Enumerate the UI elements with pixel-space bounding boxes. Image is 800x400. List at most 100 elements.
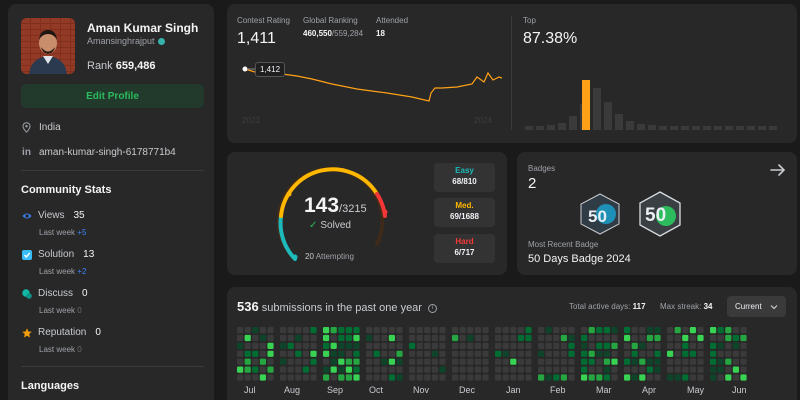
heatmap-cell[interactable] <box>409 327 416 334</box>
heatmap-cell[interactable] <box>603 334 610 342</box>
heatmap-cell[interactable] <box>459 358 466 365</box>
heatmap-cell[interactable] <box>654 327 661 334</box>
heatmap-cell[interactable] <box>639 350 646 357</box>
heatmap-cell[interactable] <box>689 327 696 334</box>
heatmap-cell[interactable] <box>525 327 532 334</box>
heatmap-cell[interactable] <box>611 374 618 381</box>
heatmap-cell[interactable] <box>353 327 360 334</box>
heatmap-cell[interactable] <box>366 334 373 342</box>
heatmap-cell[interactable] <box>646 334 653 342</box>
heatmap-cell[interactable] <box>482 366 489 373</box>
heatmap-cell[interactable] <box>560 342 567 349</box>
heatmap-cell[interactable] <box>588 334 595 342</box>
linkedin-row[interactable]: in aman-kumar-singh-6178771b4 <box>22 147 176 158</box>
heatmap-cell[interactable] <box>388 327 395 334</box>
heatmap-cell[interactable] <box>302 342 309 349</box>
heatmap-cell[interactable] <box>353 366 360 373</box>
heatmap-cell[interactable] <box>409 342 416 349</box>
heatmap-cell[interactable] <box>697 342 704 349</box>
heatmap-cell[interactable] <box>439 350 446 357</box>
heatmap-cell[interactable] <box>710 342 717 349</box>
heatmap-cell[interactable] <box>252 366 259 373</box>
heatmap-cell[interactable] <box>381 366 388 373</box>
heatmap-cell[interactable] <box>646 374 653 381</box>
heatmap-cell[interactable] <box>725 350 732 357</box>
heatmap-cell[interactable] <box>424 342 431 349</box>
heatmap-cell[interactable] <box>452 342 459 349</box>
heatmap-cell[interactable] <box>624 342 631 349</box>
heatmap-cell[interactable] <box>302 350 309 357</box>
heatmap-cell[interactable] <box>568 327 575 334</box>
heatmap-cell[interactable] <box>431 350 438 357</box>
heatmap-cell[interactable] <box>667 342 674 349</box>
heatmap-cell[interactable] <box>295 350 302 357</box>
heatmap-cell[interactable] <box>717 327 724 334</box>
heatmap-cell[interactable] <box>323 358 330 365</box>
heatmap-cell[interactable] <box>345 342 352 349</box>
heatmap-cell[interactable] <box>545 334 552 342</box>
heatmap-cell[interactable] <box>353 374 360 381</box>
heatmap-cell[interactable] <box>674 366 681 373</box>
heatmap-cell[interactable] <box>639 374 646 381</box>
heatmap-cell[interactable] <box>452 358 459 365</box>
heatmap-cell[interactable] <box>280 327 287 334</box>
linkedin-text[interactable]: aman-kumar-singh-6178771b4 <box>39 147 176 158</box>
heatmap-cell[interactable] <box>510 366 517 373</box>
heatmap-cell[interactable] <box>560 374 567 381</box>
heatmap-cell[interactable] <box>287 342 294 349</box>
heatmap-cell[interactable] <box>639 358 646 365</box>
heatmap-cell[interactable] <box>302 358 309 365</box>
heatmap-cell[interactable] <box>717 366 724 373</box>
heatmap-cell[interactable] <box>482 327 489 334</box>
heatmap-cell[interactable] <box>459 334 466 342</box>
heatmap-cell[interactable] <box>252 342 259 349</box>
heatmap-cell[interactable] <box>237 366 244 373</box>
heatmap-cell[interactable] <box>237 327 244 334</box>
heatmap-cell[interactable] <box>338 374 345 381</box>
heatmap-cell[interactable] <box>510 342 517 349</box>
heatmap-cell[interactable] <box>267 327 274 334</box>
heatmap-cell[interactable] <box>267 366 274 373</box>
heatmap-cell[interactable] <box>732 358 739 365</box>
heatmap-cell[interactable] <box>302 366 309 373</box>
heatmap-cell[interactable] <box>323 350 330 357</box>
heatmap-cell[interactable] <box>495 374 502 381</box>
heatmap-cell[interactable] <box>259 334 266 342</box>
heatmap-cell[interactable] <box>416 374 423 381</box>
heatmap-cell[interactable] <box>244 366 251 373</box>
heatmap-cell[interactable] <box>667 327 674 334</box>
heatmap-cell[interactable] <box>381 327 388 334</box>
heatmap-cell[interactable] <box>409 366 416 373</box>
heatmap-cell[interactable] <box>710 350 717 357</box>
heatmap-cell[interactable] <box>717 334 724 342</box>
heatmap-cell[interactable] <box>280 342 287 349</box>
heatmap-cell[interactable] <box>674 350 681 357</box>
heatmap-cell[interactable] <box>424 327 431 334</box>
heatmap-cell[interactable] <box>510 327 517 334</box>
heatmap-cell[interactable] <box>439 342 446 349</box>
heatmap-cell[interactable] <box>287 366 294 373</box>
heatmap-cell[interactable] <box>345 334 352 342</box>
heatmap-cell[interactable] <box>416 366 423 373</box>
heatmap-cell[interactable] <box>581 358 588 365</box>
heatmap-cell[interactable] <box>682 350 689 357</box>
heatmap-cell[interactable] <box>424 358 431 365</box>
heatmap-cell[interactable] <box>237 342 244 349</box>
heatmap-cell[interactable] <box>538 366 545 373</box>
heatmap-cell[interactable] <box>467 342 474 349</box>
heatmap-cell[interactable] <box>517 342 524 349</box>
heatmap-cell[interactable] <box>366 342 373 349</box>
heatmap-cell[interactable] <box>482 342 489 349</box>
heatmap-cell[interactable] <box>603 350 610 357</box>
heatmap-cell[interactable] <box>366 374 373 381</box>
heatmap-cell[interactable] <box>525 358 532 365</box>
heatmap-cell[interactable] <box>502 342 509 349</box>
heatmap-cell[interactable] <box>596 374 603 381</box>
heatmap-cell[interactable] <box>525 342 532 349</box>
heatmap-cell[interactable] <box>452 327 459 334</box>
heatmap-cell[interactable] <box>302 374 309 381</box>
heatmap-cell[interactable] <box>581 374 588 381</box>
heatmap-cell[interactable] <box>689 350 696 357</box>
heatmap-cell[interactable] <box>474 342 481 349</box>
heatmap-cell[interactable] <box>510 350 517 357</box>
